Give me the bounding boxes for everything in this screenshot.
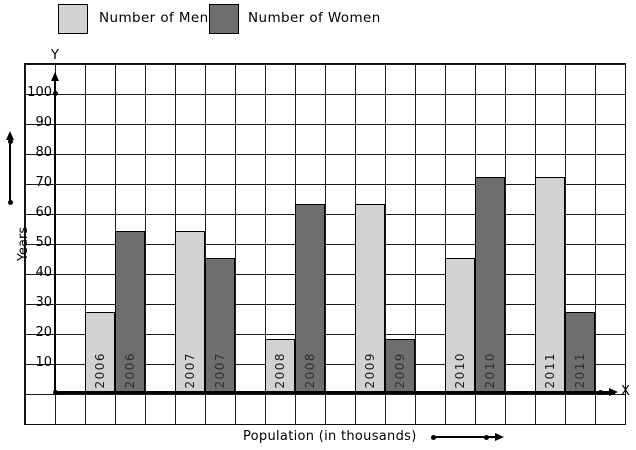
x-axis-dot <box>598 390 603 395</box>
population-arrow-line <box>433 436 497 438</box>
y-tick-label-40: 40 <box>35 265 52 280</box>
population-arrow-left-dot <box>431 435 436 440</box>
bar-men-2007 <box>175 231 205 393</box>
y-axis-top-dot <box>53 91 58 96</box>
y-tick-label-60: 60 <box>35 205 52 220</box>
bar-women-2009 <box>385 339 415 393</box>
x-axis-letter: X <box>621 384 630 399</box>
years-arrow-top-dot <box>8 139 13 144</box>
y-tick-label-30: 30 <box>35 295 52 310</box>
y-tick-label-50: 50 <box>35 235 52 250</box>
population-arrow-right-dot <box>484 435 489 440</box>
bar-women-2010 <box>475 177 505 393</box>
legend-women-swatch <box>209 4 239 34</box>
population-arrowhead-icon <box>495 433 504 441</box>
x-axis-title: Population (in thousands) <box>243 429 417 444</box>
bar-women-2006 <box>115 231 145 393</box>
bar-men-2008 <box>265 339 295 393</box>
bar-men-2009 <box>355 204 385 393</box>
years-arrow-bottom-dot <box>8 200 13 205</box>
y-tick-label-80: 80 <box>35 145 52 160</box>
legend-men-swatch <box>58 4 88 34</box>
x-axis-arrowhead-icon <box>609 388 618 396</box>
y-tick-label-90: 90 <box>35 115 52 130</box>
years-arrow-line <box>9 139 11 204</box>
bar-women-2007 <box>205 258 235 393</box>
bar-men-2010 <box>445 258 475 393</box>
bar-men-2011 <box>535 177 565 393</box>
y-tick-label-70: 70 <box>35 175 52 190</box>
legend-men-label: Number of Men <box>99 10 209 26</box>
y-tick-label-100: 100 <box>27 85 52 100</box>
x-axis-line <box>54 391 615 394</box>
y-tick-label-20: 20 <box>35 325 52 340</box>
y-axis-line <box>54 80 56 393</box>
bar-women-2008 <box>295 204 325 393</box>
legend-women-label: Number of Women <box>248 10 381 26</box>
y-tick-label-10: 10 <box>35 355 52 370</box>
bar-women-2011 <box>565 312 595 393</box>
y-axis-arrowhead-icon <box>51 72 59 81</box>
y-axis-letter: Y <box>51 48 59 63</box>
bar-men-2006 <box>85 312 115 393</box>
y-axis-title: Years <box>16 226 31 262</box>
years-arrowhead-icon <box>6 131 14 140</box>
